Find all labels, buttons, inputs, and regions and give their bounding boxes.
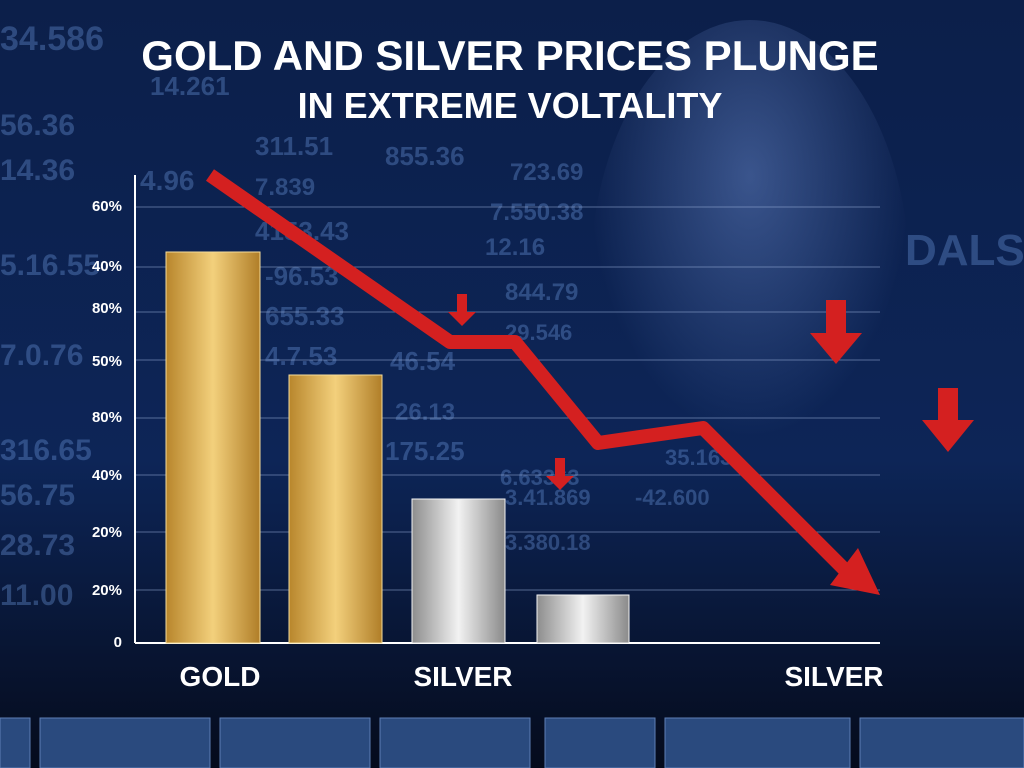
axis-label: 20% — [92, 582, 122, 599]
axis-label: 80% — [92, 409, 122, 426]
decline-arrows — [206, 169, 974, 595]
ticker-quote: 175.25 — [385, 436, 465, 466]
title-line-2: IN EXTREME VOLTALITY — [298, 85, 723, 126]
small-arrow — [810, 300, 862, 364]
small-arrow — [448, 294, 476, 326]
trend-arrow — [206, 169, 850, 575]
arrow-head — [830, 548, 880, 595]
ticker-quote: 56.36 — [0, 109, 75, 142]
monitor — [219, 717, 371, 768]
monitor — [39, 717, 211, 768]
ticker-quote: 11.00 — [0, 579, 73, 612]
trading-monitors — [0, 717, 1024, 768]
ticker-quote: -42.600 — [635, 485, 710, 510]
ticker-quote: 4.7.53 — [265, 341, 337, 371]
monitor — [379, 717, 531, 768]
ticker-quote: 3.41.869 — [505, 485, 591, 510]
monitor — [859, 717, 1024, 768]
monitor — [544, 717, 656, 768]
ticker-quote: 26.13 — [395, 399, 455, 426]
axis-label: 40% — [92, 258, 122, 275]
ticker-quote: DALSC — [905, 226, 1024, 275]
ticker-quote: 316.65 — [0, 434, 92, 467]
ticker-quote: 3.380.18 — [505, 530, 591, 555]
category-label: SILVER — [413, 661, 512, 692]
small-arrow — [922, 388, 974, 452]
ticker-quote: 655.33 — [265, 301, 345, 331]
axis-label: 40% — [92, 467, 122, 484]
ticker-quote: 12.16 — [485, 234, 545, 261]
ticker-quote: 855.36 — [385, 141, 465, 171]
axis-label: 20% — [92, 524, 122, 541]
ticker-quote: -96.53 — [265, 261, 339, 291]
axis-labels: 60% 40% 80% 50% 80% 40% 20% 20% 0 — [92, 198, 122, 651]
axis-label: 50% — [92, 353, 122, 370]
title-line-1: GOLD AND SILVER PRICES PLUNGE — [141, 32, 878, 79]
ticker-quote: 723.69 — [510, 159, 583, 186]
monitor — [664, 717, 851, 768]
ticker-quote: 7.0.76 — [0, 339, 83, 372]
ticker-quote: 56.75 — [0, 479, 75, 512]
monitor — [0, 717, 31, 768]
small-arrow — [546, 458, 574, 490]
background-quotes: 34.586 14.261 56.36 14.36 4.96 311.51 855.36 72… — [0, 20, 1024, 612]
gold-bar — [288, 374, 383, 644]
category-label: SILVER — [784, 661, 883, 692]
ticker-quote: 7.550.38 — [490, 199, 583, 226]
ticker-quote: 14.261 — [150, 71, 230, 101]
ticker-quote: 4.96 — [140, 165, 195, 196]
ticker-quote: 34.586 — [0, 20, 104, 58]
ticker-quote: 7.839 — [255, 174, 315, 201]
axis-label: 0 — [114, 634, 122, 651]
axis-label: 80% — [92, 300, 122, 317]
spotlight — [590, 20, 910, 540]
gold-bar — [165, 251, 261, 644]
axis-label: 60% — [92, 198, 122, 215]
silver-bar — [411, 498, 506, 644]
ticker-quote: 5.16.55 — [0, 249, 100, 282]
ticker-quote: 28.73 — [0, 529, 75, 562]
silver-bar — [536, 594, 630, 644]
ticker-quote: 311.51 — [255, 131, 333, 161]
category-label: GOLD — [180, 661, 261, 692]
ticker-quote: 46.54 — [390, 346, 456, 376]
ticker-quote: 844.79 — [505, 279, 578, 306]
ticker-quote: 14.36 — [0, 154, 75, 187]
